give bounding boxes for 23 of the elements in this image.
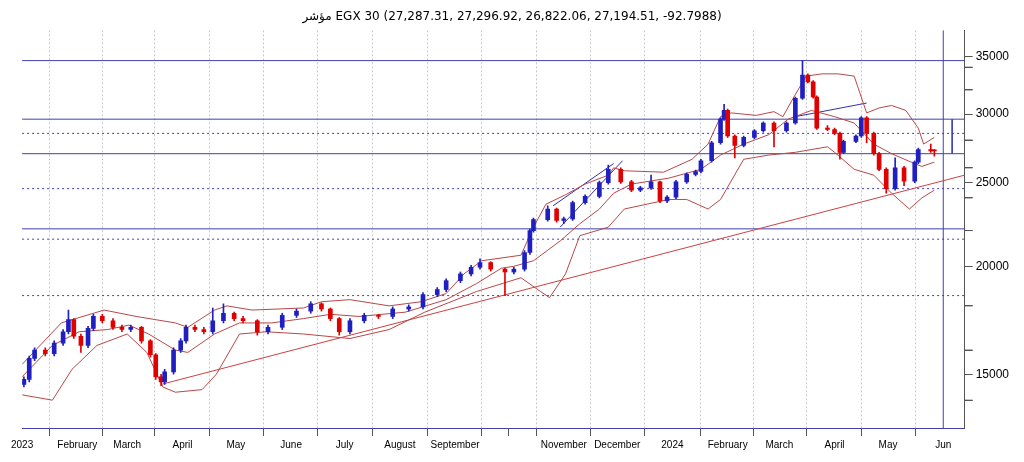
y-tick-label: 35000 <box>975 48 1010 63</box>
x-tick-label: April <box>172 438 193 450</box>
y-tick-label: 30000 <box>975 106 1010 121</box>
x-tick-label: May <box>878 438 898 450</box>
x-tick-label: May <box>226 438 246 450</box>
y-tick-label: 20000 <box>975 258 1010 273</box>
chart-title: مؤشر EGX 30 (27,287.31, 27,296.92, 26,822.06, 27,194.51, -92.7988) <box>301 9 722 25</box>
y-tick-label: 25000 <box>975 174 1010 189</box>
x-tick-label: February <box>57 438 98 450</box>
x-tick-label: 2023 <box>11 438 34 450</box>
x-tick-label: June <box>280 438 303 450</box>
x-tick-label: November <box>540 438 588 450</box>
x-tick-label: December <box>594 438 641 450</box>
x-tick-label: March <box>765 438 794 450</box>
x-tick-label: September <box>430 438 481 450</box>
x-tick-label: August <box>384 438 416 450</box>
x-tick-label: February <box>707 438 748 450</box>
x-tick-label: 2024 <box>661 438 684 450</box>
x-tick-label: March <box>113 438 142 450</box>
y-tick-label: 15000 <box>975 366 1010 381</box>
x-tick-label: Jun <box>935 438 952 450</box>
x-tick-label: April <box>824 438 845 450</box>
x-tick-label: July <box>335 438 354 450</box>
